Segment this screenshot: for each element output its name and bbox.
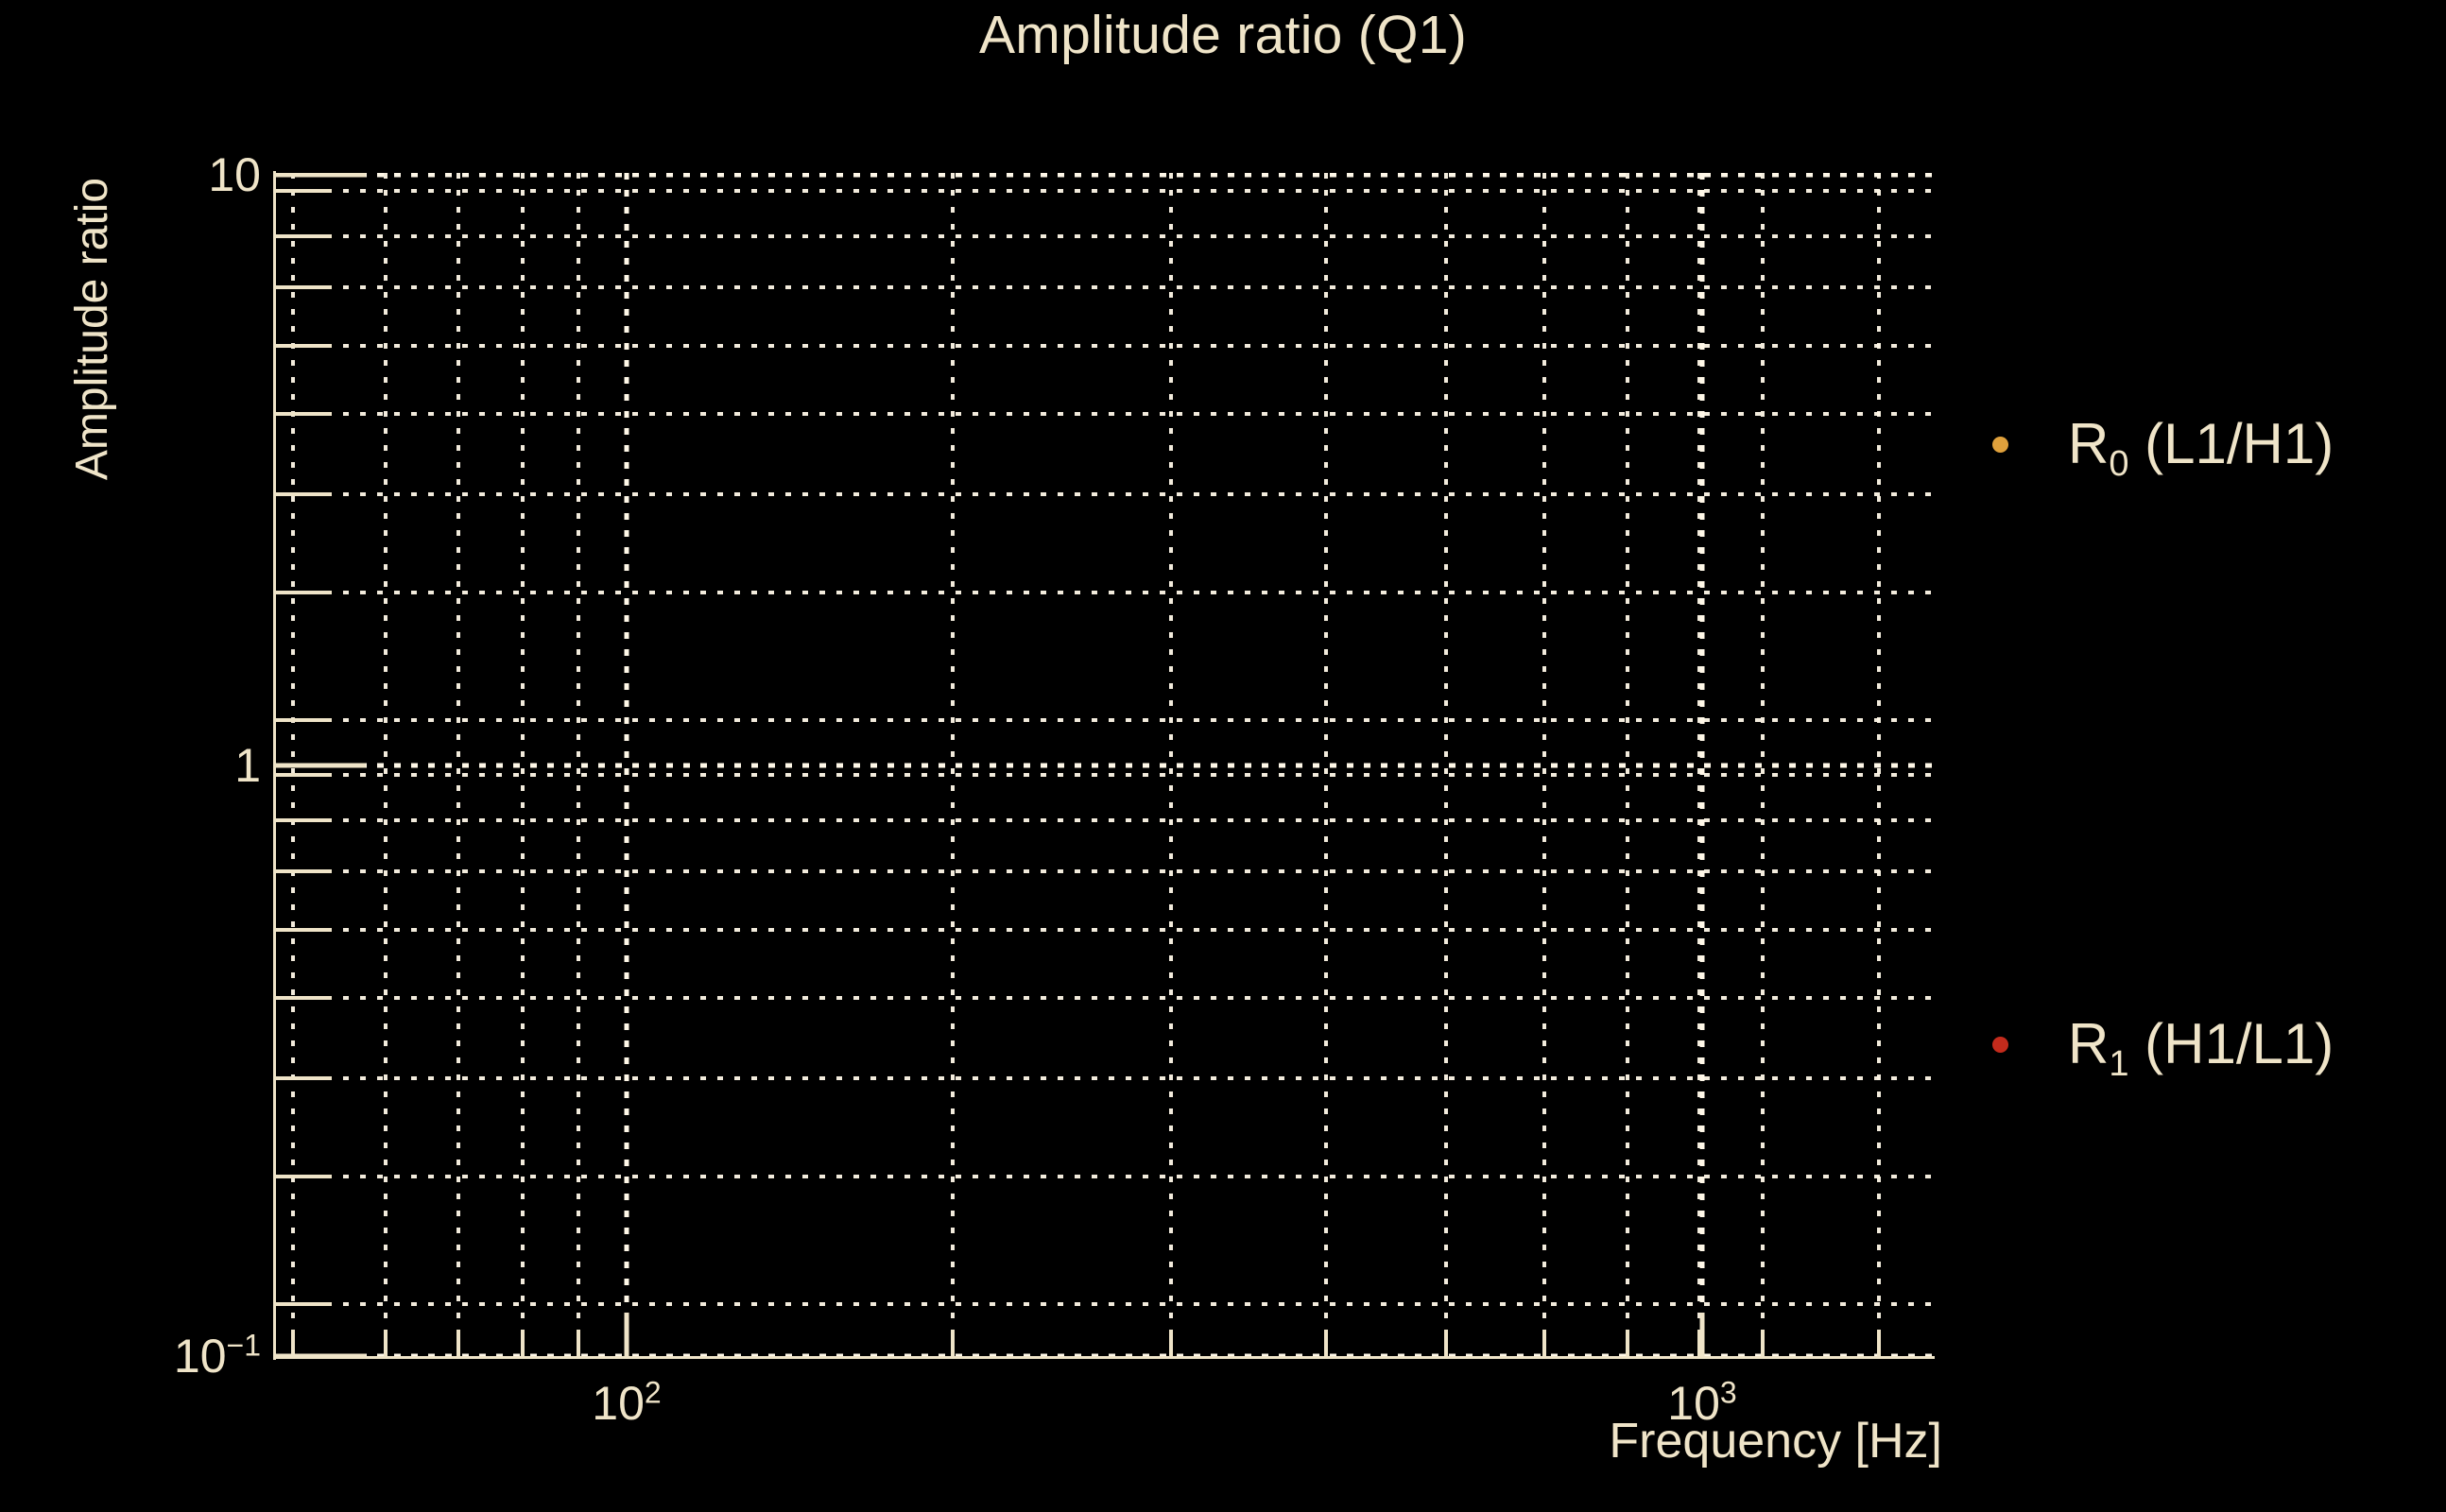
legend-marker-icon-r0 bbox=[1992, 436, 2008, 453]
x-tick-label-100: 102 bbox=[592, 1375, 662, 1430]
x-axis-label: Frequency [Hz] bbox=[1609, 1414, 1942, 1469]
y-axis-spine bbox=[273, 171, 276, 1360]
y-tick-label-0.1: 10−1 bbox=[173, 1328, 261, 1383]
x-tick-label-1000: 103 bbox=[1667, 1375, 1737, 1430]
y-tick-label-10: 10 bbox=[208, 148, 261, 201]
y-axis-label: Amplitude ratio bbox=[67, 177, 117, 481]
chart-title: Amplitude ratio (Q1) bbox=[978, 5, 1468, 65]
legend-marker-icon-r1 bbox=[1992, 1036, 2008, 1053]
legend-entry-r0[interactable]: R0 (L1/H1) bbox=[1992, 412, 2334, 484]
y-tick-label-1: 1 bbox=[234, 739, 261, 792]
plot-area bbox=[275, 173, 1933, 1358]
legend-label-r1: R1 (H1/L1) bbox=[2068, 1012, 2334, 1084]
legend-entry-r1[interactable]: R1 (H1/L1) bbox=[1992, 1012, 2334, 1084]
legend-label-r0: R0 (L1/H1) bbox=[2068, 412, 2334, 484]
grid-lines bbox=[275, 173, 1933, 1358]
x-axis-spine bbox=[273, 1356, 1935, 1359]
